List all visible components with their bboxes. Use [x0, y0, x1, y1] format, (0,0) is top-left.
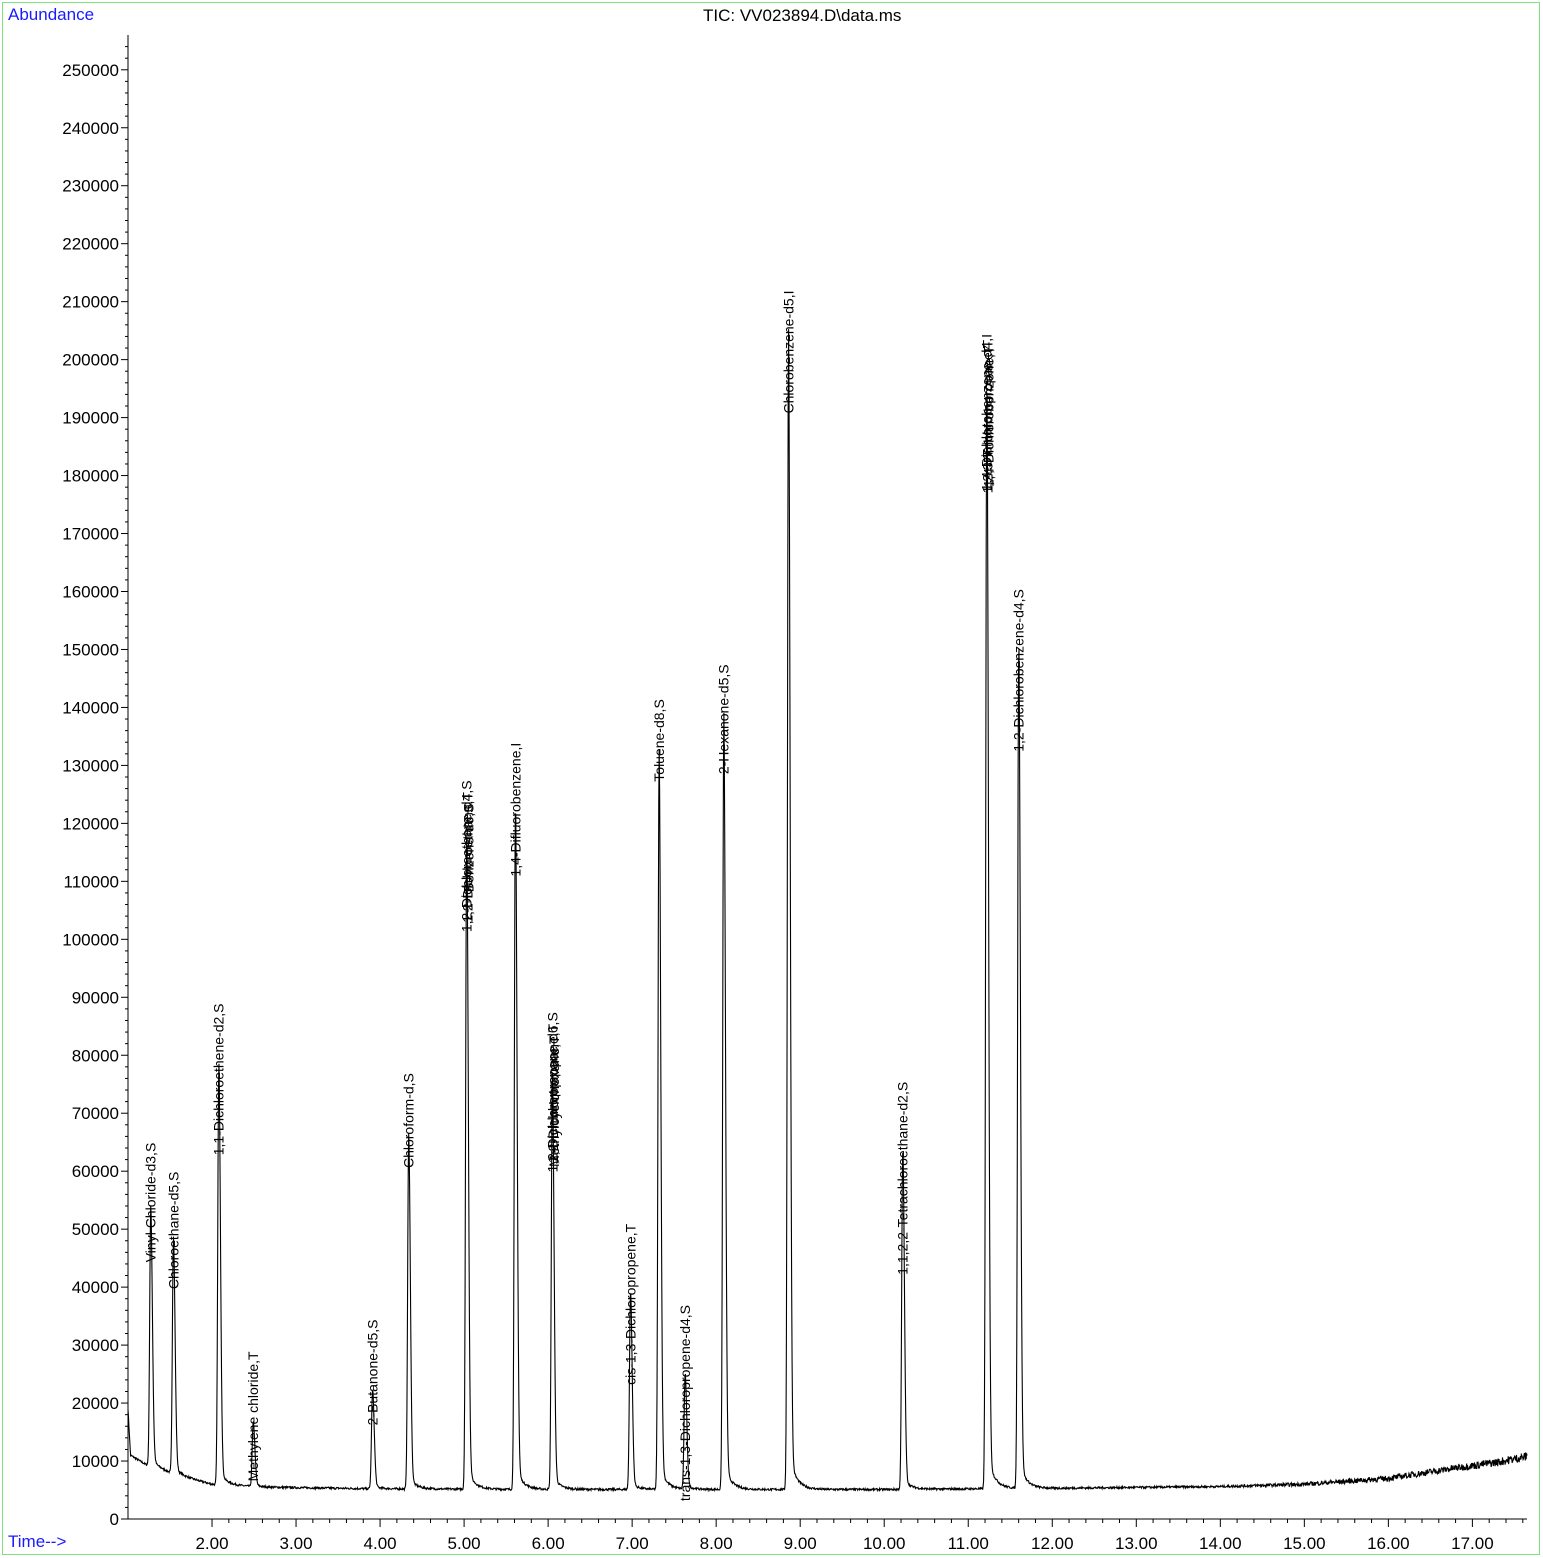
y-tick-label: 210000	[62, 293, 119, 312]
x-tick-label: 10.00	[863, 1534, 906, 1553]
y-tick-label: 220000	[62, 235, 119, 254]
y-tick-label: 240000	[62, 119, 119, 138]
x-tick-label: 15.00	[1283, 1534, 1326, 1553]
y-tick-label: 40000	[72, 1278, 119, 1297]
x-tick-label: 2.00	[195, 1534, 228, 1553]
y-tick-label: 70000	[72, 1104, 119, 1123]
x-tick-label: 9.00	[784, 1534, 817, 1553]
x-tick-label: 3.00	[280, 1534, 313, 1553]
y-tick-label: 160000	[62, 583, 119, 602]
peak-labels: Vinyl Chloride-d3,S Chloroethane-d5,S 1,1-…	[143, 291, 1027, 1502]
y-axis-ticks: 0 10000 20000 30000 40000 50000 60000 70000 8000…	[62, 46, 128, 1529]
y-tick-label: 120000	[62, 814, 119, 833]
peak-label: 2-Butanone-d5,S	[365, 1320, 381, 1426]
peak-label: Chlorobenzene-d5,I	[780, 291, 796, 414]
y-tick-label: 190000	[62, 409, 119, 428]
peak-label: 1,2-Dichloropropane,T	[545, 1023, 561, 1163]
y-tick-label: 20000	[72, 1394, 119, 1413]
peak-label: Chloroethane-d5,S	[165, 1172, 181, 1290]
peak-label: 1,2-Dichloroethane-d4,S	[459, 780, 475, 932]
peak-label: 1,4-Difluorobenzene,I	[507, 743, 523, 877]
y-tick-label: 0	[110, 1510, 119, 1529]
y-axis-label: Abundance	[8, 5, 95, 24]
y-tick-label: 230000	[62, 177, 119, 196]
y-tick-label: 110000	[64, 872, 119, 891]
x-tick-label: 4.00	[364, 1534, 397, 1553]
peak-label: 1,1,2,2-Tetrachloroethane-d2,S	[895, 1082, 911, 1275]
peak-label: 1,2,3-Trichloropropane,T	[980, 339, 996, 493]
x-tick-label: 7.00	[616, 1534, 649, 1553]
y-tick-label: 200000	[62, 351, 119, 370]
y-tick-label: 150000	[62, 640, 119, 659]
peak-label: 1,2-Dichlorobenzene-d4,S	[1011, 589, 1027, 752]
y-tick-label: 140000	[62, 698, 119, 717]
peak-label: Vinyl Chloride-d3,S	[143, 1143, 159, 1263]
peak-label: 1,2-Dichloropropane-d6,S	[544, 1012, 560, 1172]
x-axis-ticks: 2.00 3.00 4.00 5.00 6.00 7.00 8.00 9.00 10.00 11.…	[195, 1519, 1524, 1553]
peak-label: cis-1,3-Dichloropropene,T	[623, 1223, 639, 1385]
x-tick-label: 8.00	[700, 1534, 733, 1553]
y-tick-label: 100000	[62, 930, 119, 949]
x-tick-label: 6.00	[532, 1534, 565, 1553]
peak-label: 1,4-Dichlorobenzene-d4,I	[979, 334, 995, 491]
peak-label: Toluene-d8,S	[651, 699, 667, 782]
x-tick-label: 16.00	[1367, 1534, 1410, 1553]
y-tick-label: 30000	[72, 1336, 119, 1355]
y-tick-label: 250000	[62, 61, 119, 80]
x-axis-label: Time-->	[8, 1532, 67, 1551]
x-tick-label: 14.00	[1199, 1534, 1242, 1553]
y-tick-label: 170000	[62, 525, 119, 544]
y-tick-label: 50000	[72, 1220, 119, 1239]
peak-label: trans-1,3-Dichloropropene-d4,S	[677, 1305, 693, 1501]
x-tick-label: 5.00	[448, 1534, 481, 1553]
y-tick-label: 10000	[72, 1452, 119, 1471]
peak-label: Methylcyclohexane,T	[546, 1035, 562, 1167]
peak-label: 2-Hexanone-d5,S	[716, 664, 732, 774]
peak-label: Methylene chloride,T	[245, 1351, 261, 1481]
y-tick-label: 180000	[62, 467, 119, 486]
tic-trace	[127, 329, 1528, 1493]
peak-label: 1,1-Dichloroethene-d2,S	[211, 1004, 227, 1156]
x-tick-label: 12.00	[1031, 1534, 1074, 1553]
y-tick-label: 130000	[62, 756, 119, 775]
peak-label: 1,4-Dichlorobenzene,T	[980, 345, 996, 487]
y-tick-label: 60000	[72, 1162, 119, 1181]
peak-label: 1,2-Dichloroethane,T	[460, 792, 476, 923]
x-tick-label: 17.00	[1451, 1534, 1494, 1553]
chart-title: TIC: VV023894.D\data.ms	[703, 6, 902, 25]
axes	[127, 35, 1527, 1520]
peak-label: Chloroform-d,S	[401, 1073, 417, 1168]
y-tick-label: 80000	[72, 1046, 119, 1065]
x-tick-label: 11.00	[948, 1534, 989, 1553]
peak-label: Benzene-d6,S	[460, 804, 476, 893]
x-tick-label: 13.00	[1115, 1534, 1158, 1553]
y-tick-label: 90000	[72, 988, 119, 1007]
